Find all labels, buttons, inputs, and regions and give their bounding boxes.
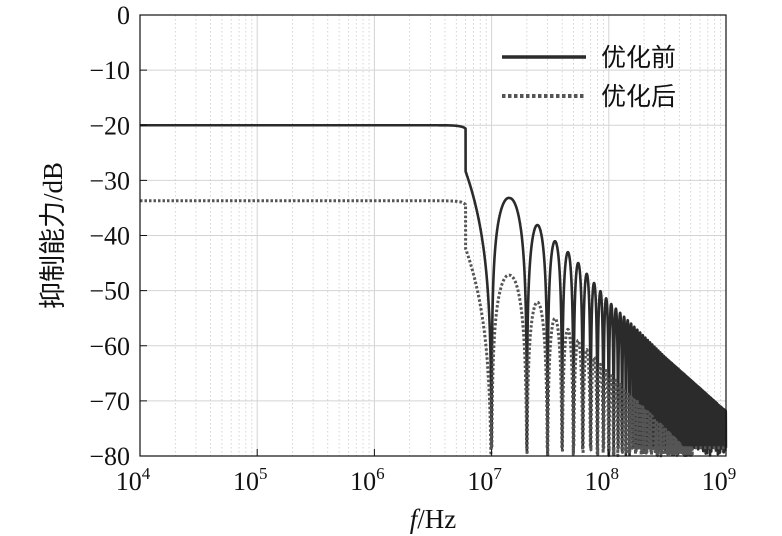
x-tick-base: 10 [116,467,142,496]
x-tick-label: 106 [350,464,385,496]
legend-label-after: 优化后 [601,82,676,111]
series-line-before [138,123,728,457]
x-tick-label: 109 [702,464,737,496]
x-tick-label: 104 [116,464,151,496]
y-tick-label: −60 [89,332,130,361]
x-axis-label-unit: /Hz [417,504,456,534]
y-tick-label: −80 [89,442,130,471]
y-tick-label: 0 [117,1,130,30]
x-tick-label: 108 [585,464,620,496]
x-tick-label: 105 [233,464,268,496]
x-tick-exponent: 6 [376,464,385,483]
x-tick-base: 10 [467,467,493,496]
x-tick-base: 10 [585,467,611,496]
x-tick-base: 10 [702,467,728,496]
x-tick-exponent: 7 [493,464,502,483]
y-tick-label: −20 [89,111,130,140]
y-tick-label: −50 [89,277,130,306]
series-line-after [138,199,728,458]
x-tick-base: 10 [350,467,376,496]
y-tick-label: −40 [89,222,130,251]
x-axis-label-italic: f [410,504,421,534]
x-tick-exponent: 8 [611,464,620,483]
y-tick-label: −70 [89,387,130,416]
y-tick-label: −10 [89,56,130,85]
x-tick-exponent: 4 [142,464,151,483]
x-tick-label: 107 [467,464,502,496]
x-tick-base: 10 [233,467,259,496]
x-tick-exponent: 9 [728,464,737,483]
series-layer [138,123,728,458]
x-tick-exponent: 5 [259,464,268,483]
legend-label-before: 优化前 [601,43,676,72]
y-axis-label: 抑制能力/dB [38,162,68,309]
y-tick-label: −30 [89,166,130,195]
x-axis-label: f/Hz [410,504,457,534]
